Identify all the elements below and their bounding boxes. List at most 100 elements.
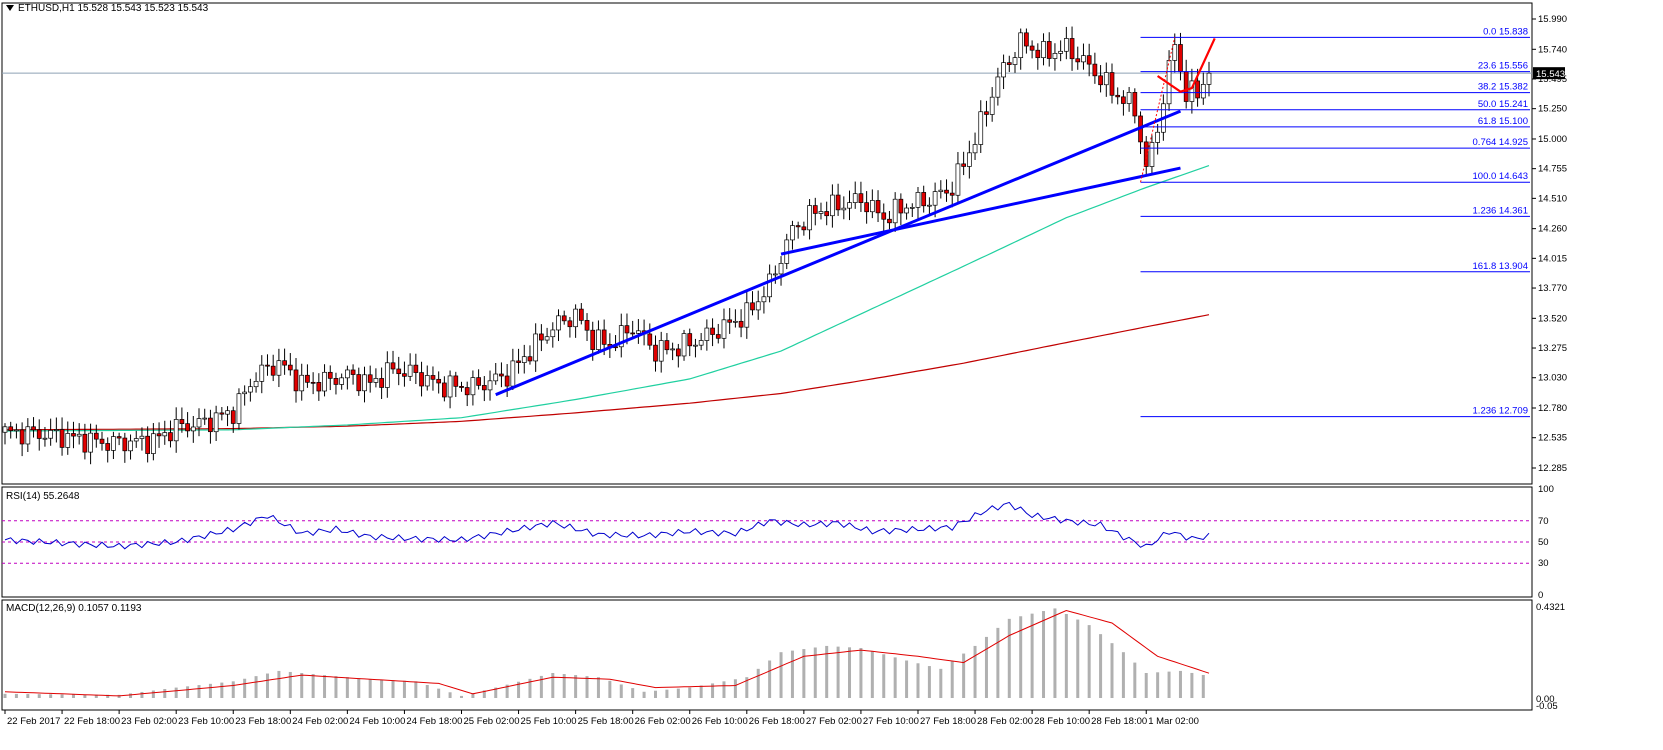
rsi-tick-label: 70 xyxy=(1538,516,1549,527)
candle-bear xyxy=(727,319,733,323)
macd-hist-bar xyxy=(391,680,395,698)
candle-bull xyxy=(1063,38,1069,52)
candle-bear xyxy=(99,438,105,444)
macd-hist-bar xyxy=(494,687,498,698)
price-tick-label: 13.030 xyxy=(1538,373,1567,384)
macd-hist-bar xyxy=(711,683,715,698)
macd-hist-bar xyxy=(151,690,155,698)
macd-hist-bar xyxy=(905,660,909,698)
candle-bear xyxy=(1075,58,1081,63)
price-tick-label: 12.285 xyxy=(1538,463,1567,474)
candle-bull xyxy=(362,374,367,392)
time-tick-label: 23 Feb 10:00 xyxy=(178,716,234,727)
trendline-2 xyxy=(780,166,1181,256)
candle-bull xyxy=(407,364,413,377)
macd-tick-label: 0.00 xyxy=(1536,694,1555,705)
macd-hist-bar xyxy=(517,681,521,698)
macd-hist-bar xyxy=(265,673,269,698)
candle-bear xyxy=(453,375,459,387)
price-tick-label: 14.260 xyxy=(1538,224,1567,235)
candle-bear xyxy=(835,194,841,211)
candle-bear xyxy=(1029,45,1035,51)
macd-hist-bar xyxy=(243,678,247,698)
candle-bull xyxy=(636,330,641,334)
candle-bull xyxy=(1001,62,1006,78)
candle-bull xyxy=(2,426,8,433)
time-tick-label: 26 Feb 02:00 xyxy=(635,716,691,727)
time-tick-label: 23 Feb 18:00 xyxy=(235,716,291,727)
macd-hist-bar xyxy=(1064,613,1068,698)
macd-hist-bar xyxy=(288,671,292,698)
macd-hist-bar xyxy=(357,678,361,698)
macd-hist-bar xyxy=(825,645,829,698)
candle-bull xyxy=(253,380,259,388)
macd-hist-bar xyxy=(471,693,475,698)
candle-bear xyxy=(630,332,636,335)
macd-hist-bar xyxy=(1110,643,1114,698)
macd-hist-bar xyxy=(1019,616,1023,698)
candle-bear xyxy=(858,193,864,203)
candle-bear xyxy=(327,371,333,379)
axes: 15.990 15.740 15.495 15.250 15.000 14.755 14.5… xyxy=(4,14,1567,727)
fib-level-label: 38.2 15.382 xyxy=(1478,82,1528,93)
candle-bull xyxy=(1058,50,1063,54)
candle-bear xyxy=(82,433,88,453)
candle-bull xyxy=(128,440,133,452)
macd-hist-bar xyxy=(380,679,384,698)
price-tick-label: 15.740 xyxy=(1538,44,1567,55)
candle-bear xyxy=(185,423,190,432)
candle-bear xyxy=(921,192,927,207)
current-price-label: 15.543 xyxy=(1536,69,1565,80)
candle-bull xyxy=(658,340,664,362)
candle-bull xyxy=(470,377,476,396)
candle-bear xyxy=(795,225,801,228)
candle-bear xyxy=(647,333,653,346)
macd-hist-bar xyxy=(973,645,977,698)
macd-signal-line xyxy=(4,609,1210,697)
macd-hist-bar xyxy=(722,681,726,698)
time-tick-label: 23 Feb 02:00 xyxy=(121,716,177,727)
macd-hist-bar xyxy=(448,692,452,698)
candle-bull xyxy=(1041,41,1046,59)
macd-hist-bar xyxy=(49,694,53,698)
macd-hist-bar xyxy=(596,677,600,698)
candle-bear xyxy=(1115,94,1121,98)
macd-hist-bar xyxy=(140,691,144,698)
candle-bear xyxy=(156,433,162,437)
candle-bear xyxy=(1143,141,1149,167)
candle-bull xyxy=(190,426,196,432)
candle-bull xyxy=(938,189,944,192)
candle-bull xyxy=(818,211,824,214)
candle-bull xyxy=(955,163,961,196)
macd-hist-bar xyxy=(459,695,463,698)
price-panel-frame xyxy=(1,2,1533,485)
candle-bull xyxy=(1012,57,1018,65)
candle-bull xyxy=(972,144,978,154)
macd-hist-bar xyxy=(208,683,212,698)
time-tick-label: 25 Feb 02:00 xyxy=(463,716,519,727)
candle-bear xyxy=(459,385,464,388)
candle-bull xyxy=(847,202,852,209)
macd-hist-bar xyxy=(642,691,646,698)
candle-bull xyxy=(424,375,430,387)
candle-bear xyxy=(539,333,544,341)
candle-bull xyxy=(88,432,93,453)
macd-hist-bar xyxy=(1144,673,1148,698)
macd-hist-bar xyxy=(94,694,98,698)
macd-hist-bar xyxy=(848,647,852,698)
candle-bear xyxy=(105,443,111,451)
price-tick-label: 15.250 xyxy=(1538,104,1567,115)
time-tick-label: 27 Feb 10:00 xyxy=(863,716,919,727)
candle-bull xyxy=(1052,53,1058,59)
fib-level-label: 50.0 15.241 xyxy=(1478,99,1528,110)
candle-bull xyxy=(259,364,265,382)
macd-hist-bar xyxy=(1099,634,1103,698)
macd-hist-bar xyxy=(186,686,190,698)
candle-bull xyxy=(54,429,59,431)
candle-bear xyxy=(516,360,521,363)
current-price-box xyxy=(1533,67,1565,80)
candle-bear xyxy=(442,382,447,398)
candle-bull xyxy=(299,374,305,392)
time-tick-label: 24 Feb 02:00 xyxy=(292,716,348,727)
price-tick-label: 14.755 xyxy=(1538,164,1567,175)
